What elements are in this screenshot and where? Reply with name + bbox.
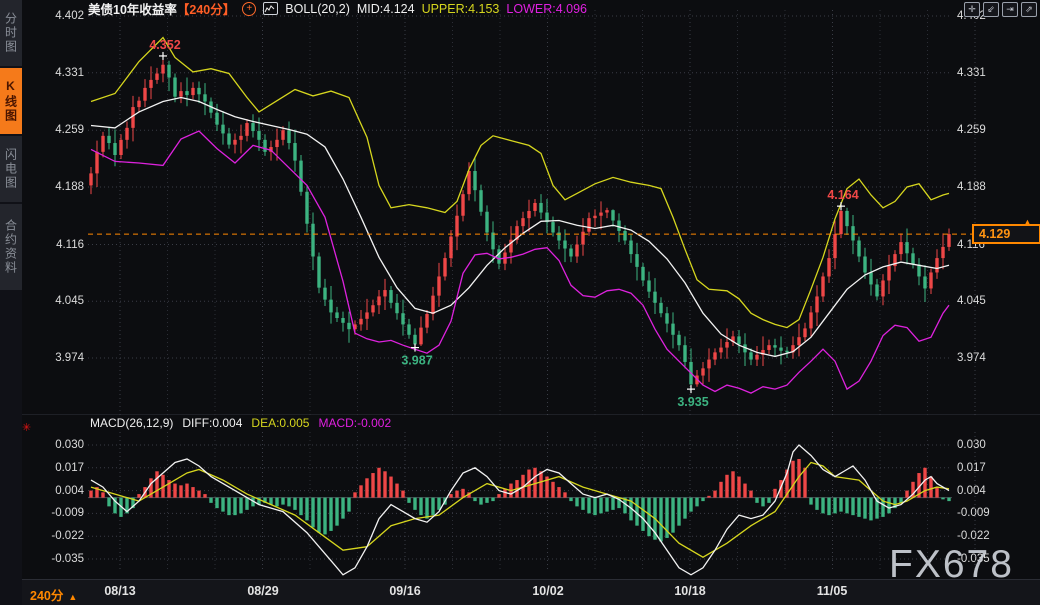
price-axis-label-left: 4.116 bbox=[56, 238, 84, 251]
price-marker-icon: ▲ bbox=[1023, 217, 1032, 228]
date-label: 08/13 bbox=[104, 584, 136, 598]
step-forward-icon[interactable]: ⇥ bbox=[1002, 2, 1018, 17]
price-axis-label-right: 4.259 bbox=[957, 124, 986, 137]
macd-axis-label-right: 0.030 bbox=[957, 438, 986, 451]
dock-corner-icon[interactable]: ⇙ bbox=[983, 2, 999, 17]
export-chart-icon[interactable]: ⇗ bbox=[1021, 2, 1037, 17]
price-axis-label-right: 4.188 bbox=[957, 180, 986, 193]
timeline-bar: 240分 ▲ bbox=[22, 579, 1040, 605]
date-label: 09/16 bbox=[389, 584, 421, 598]
macd-dea-value: DEA:0.005 bbox=[251, 416, 310, 430]
indicator-chart-icon[interactable] bbox=[263, 2, 279, 15]
boll-lower-value: LOWER:4.096 bbox=[506, 1, 587, 16]
price-annotation: 4.352 bbox=[149, 38, 180, 52]
date-label: 11/05 bbox=[816, 584, 848, 598]
price-annotation: 3.987 bbox=[401, 354, 432, 368]
macd-axis-label-right: -0.009 bbox=[957, 507, 990, 520]
circle-plus-icon[interactable]: + bbox=[242, 1, 257, 16]
live-indicator-icon: ✳ bbox=[22, 422, 32, 434]
price-axis-label-left: 4.331 bbox=[55, 66, 84, 79]
current-price-value: 4.129 bbox=[979, 227, 1011, 242]
macd-axis-label-left: -0.009 bbox=[51, 507, 84, 520]
price-axis-label-left: 4.402 bbox=[55, 9, 84, 22]
boll-upper-value: UPPER:4.153 bbox=[421, 1, 500, 16]
macd-axis-label-left: -0.035 bbox=[51, 552, 84, 565]
current-price-tag: 4.129 bbox=[972, 224, 1040, 245]
macd-axis-label-right: -0.035 bbox=[957, 552, 990, 565]
macd-axis-label-left: -0.022 bbox=[51, 530, 84, 543]
macd-header: MACD(26,12,9) DIFF:0.004 DEA:0.005 MACD:… bbox=[90, 416, 391, 430]
sidebar-item-timeshare[interactable]: 分时图 bbox=[0, 0, 22, 66]
price-axis-label-left: 4.188 bbox=[55, 180, 84, 193]
price-axis-label-left: 3.974 bbox=[55, 351, 84, 364]
macd-axis-label-right: 0.017 bbox=[957, 461, 986, 474]
date-label: 10/02 bbox=[532, 584, 564, 598]
sidebar-item-kline[interactable]: K线图 bbox=[0, 68, 22, 134]
date-label: 08/29 bbox=[247, 584, 279, 598]
macd-macd-value: MACD:-0.002 bbox=[318, 416, 392, 430]
price-axis-label-right: 4.045 bbox=[957, 295, 986, 308]
chevron-up-icon: ▲ bbox=[68, 592, 78, 602]
boll-mid-value: MID:4.124 bbox=[356, 1, 415, 16]
boll-params-label: BOLL(20,2) bbox=[285, 1, 350, 16]
price-annotation: 4.164 bbox=[827, 188, 858, 202]
symbol-title: 美债10年收益率 bbox=[88, 3, 177, 17]
macd-chart[interactable] bbox=[88, 432, 976, 576]
chart-toolbar: ✛ ⇙ ⇥ ⇗ bbox=[964, 2, 1037, 17]
date-label: 10/18 bbox=[674, 584, 706, 598]
macd-diff-value: DIFF:0.004 bbox=[182, 416, 243, 430]
panel-divider bbox=[22, 414, 1040, 415]
period-label: 【240分】 bbox=[176, 3, 236, 17]
sidebar-item-lightning[interactable]: 闪电图 bbox=[0, 136, 22, 202]
macd-params-label: MACD(26,12,9) bbox=[90, 416, 174, 430]
price-axis-label-right: 4.331 bbox=[957, 66, 986, 79]
chart-header: 美债10年收益率 【240分】 + BOLL(20,2) MID:4.124 U… bbox=[88, 1, 587, 17]
main-price-chart[interactable]: 4.352 3.987 3.935 4.164 bbox=[88, 10, 976, 418]
price-annotation: 3.935 bbox=[677, 395, 708, 409]
price-axis-label-left: 4.259 bbox=[55, 124, 84, 137]
sidebar: 分时图 K线图 闪电图 合约资料 bbox=[0, 0, 22, 605]
sidebar-item-contract-info[interactable]: 合约资料 bbox=[0, 204, 22, 290]
macd-axis-label-right: 0.004 bbox=[957, 484, 986, 497]
macd-axis-label-left: 0.017 bbox=[55, 461, 84, 474]
period-selector-label: 240分 bbox=[30, 589, 64, 603]
macd-axis-label-right: -0.022 bbox=[957, 530, 990, 543]
watermark: FX678 bbox=[889, 543, 1014, 586]
macd-axis-label-left: 0.030 bbox=[55, 438, 84, 451]
macd-axis-label-left: 0.004 bbox=[55, 484, 84, 497]
period-selector[interactable]: 240分 ▲ bbox=[30, 585, 77, 604]
crosshair-tool-icon[interactable]: ✛ bbox=[964, 2, 980, 17]
price-axis-label-left: 4.045 bbox=[55, 295, 84, 308]
price-axis-label-right: 3.974 bbox=[957, 351, 986, 364]
